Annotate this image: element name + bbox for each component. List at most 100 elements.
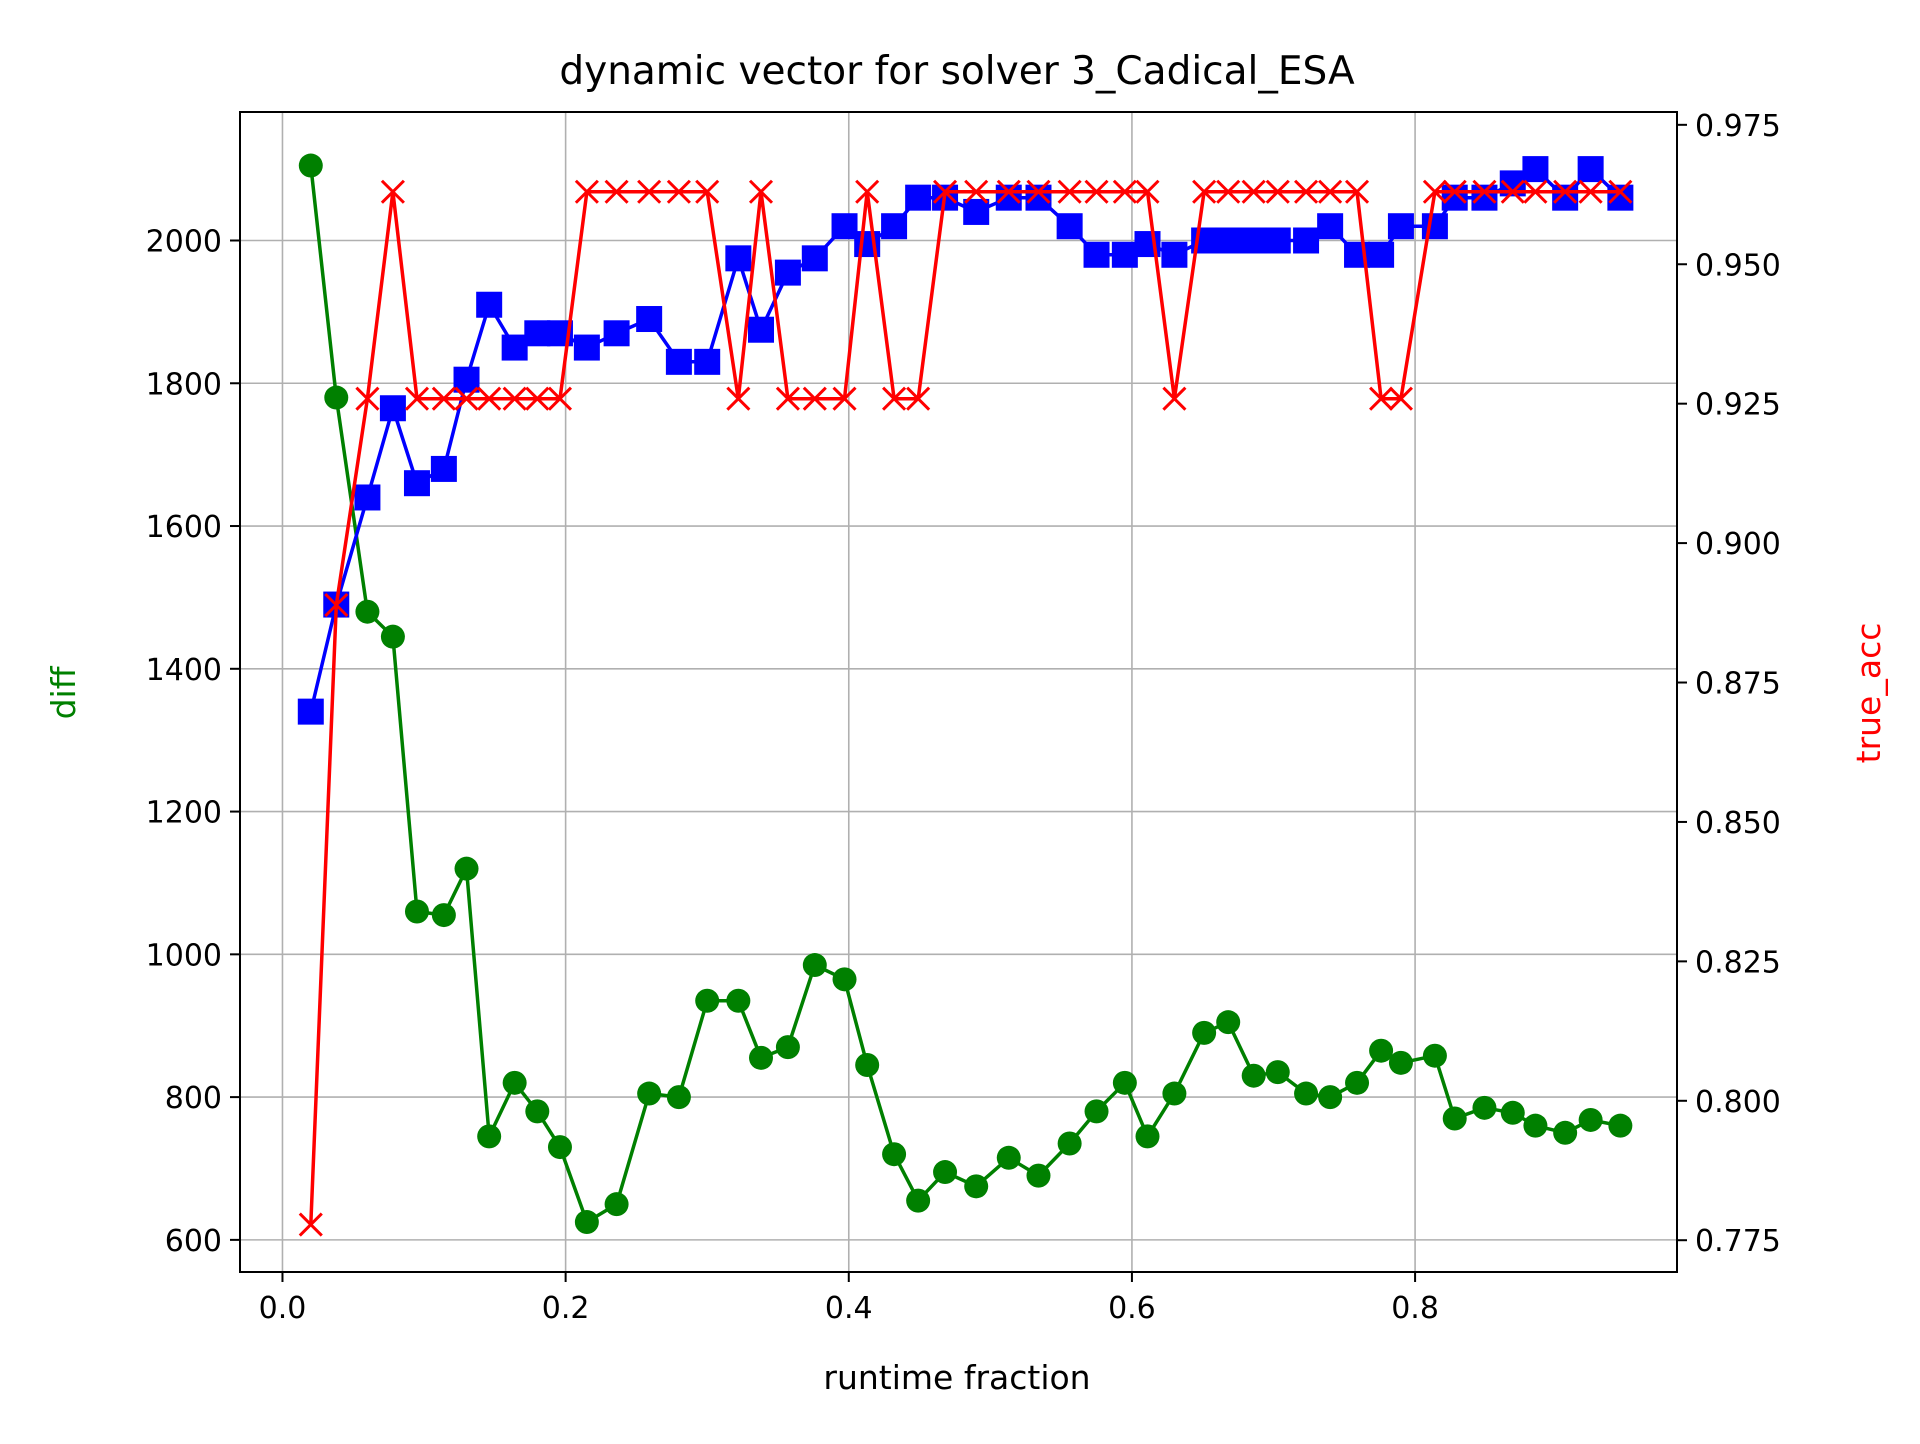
true-acc-point	[882, 386, 907, 411]
y-right-tick-label: 0.950	[1695, 248, 1781, 283]
y-left-tick-label: 1200	[146, 796, 222, 831]
chart-title: dynamic vector for solver 3_Cadical_ESA	[559, 49, 1355, 94]
blue-series-point	[1368, 241, 1395, 268]
diff-point	[1442, 1106, 1467, 1131]
true-acc-point	[477, 386, 502, 411]
diff-point	[1388, 1050, 1413, 1075]
true-acc-point	[547, 386, 573, 411]
x-tick-label: 0.2	[542, 1291, 590, 1326]
diff-point	[431, 903, 456, 928]
diff-point	[996, 1145, 1021, 1170]
plot-frame	[239, 111, 1678, 1273]
blue-series-point	[603, 320, 630, 347]
diff-point	[832, 967, 857, 992]
blue-series-point	[379, 395, 406, 422]
blue-series-point	[1083, 241, 1110, 268]
diff-point	[695, 988, 720, 1013]
true-acc-point	[525, 386, 550, 411]
blue-series-point	[403, 470, 430, 497]
blue-series-point	[694, 348, 721, 375]
blue-series-point	[354, 484, 381, 511]
blue-series-point	[1471, 184, 1498, 211]
diff-point	[1553, 1120, 1578, 1145]
diff-point	[1345, 1070, 1370, 1095]
diff-point	[525, 1099, 550, 1124]
true-acc-point	[1084, 179, 1109, 204]
series-line-true_acc	[309, 189, 1621, 1225]
diff-point	[1523, 1113, 1548, 1138]
x-tick-label: 0.4	[825, 1291, 873, 1326]
diff-point	[1500, 1100, 1525, 1125]
blue-series-point	[995, 184, 1022, 211]
axes: 0.0 0.2 0.4 0.6 0.8 600 800 1000 1200 1400 1600 180…	[146, 109, 1781, 1326]
true-acc-point	[1192, 179, 1217, 204]
true-acc-point	[1112, 179, 1137, 204]
y-right-tick-label: 0.925	[1695, 388, 1781, 423]
diff-point	[404, 899, 429, 924]
y-right-tick-label: 0.825	[1695, 945, 1781, 980]
y-right-tick-label: 0.900	[1695, 527, 1781, 562]
diff-point	[502, 1070, 527, 1095]
diff-point	[604, 1192, 629, 1217]
x-axis-label: runtime fraction	[823, 1358, 1090, 1397]
true-acc-point	[1162, 386, 1187, 411]
true-acc-point	[1472, 179, 1497, 204]
true-acc-point	[502, 386, 527, 411]
diff-point	[666, 1085, 691, 1110]
true-acc-point	[324, 592, 349, 618]
true-acc-point	[1388, 386, 1413, 411]
diff-point	[802, 953, 827, 978]
blue-series-point	[1421, 213, 1448, 240]
true-acc-point	[355, 386, 380, 411]
blue-series-point	[430, 455, 457, 482]
blue-series-point	[1552, 184, 1579, 211]
true-acc-point	[1294, 179, 1319, 204]
diff-point	[1135, 1124, 1160, 1149]
true-acc-point	[1500, 179, 1525, 204]
true-acc-point	[454, 386, 479, 411]
blue-series-point	[1441, 184, 1468, 211]
x-tick-label: 0.6	[1108, 1291, 1156, 1326]
diff-point	[1241, 1063, 1266, 1088]
blue-series-point	[1215, 227, 1242, 254]
true-acc-point	[1318, 179, 1343, 204]
blue-series-point	[1056, 213, 1083, 240]
blue-series-point	[1317, 213, 1344, 240]
diff-point	[1578, 1107, 1603, 1132]
blue-series-point	[801, 245, 828, 272]
diff-point	[1026, 1163, 1051, 1188]
true-acc-point	[1553, 179, 1578, 204]
blue-series-point	[1264, 227, 1291, 254]
blue-series-point	[1577, 156, 1604, 183]
true-acc-point	[1442, 179, 1467, 204]
diff-point	[1472, 1095, 1497, 1120]
true-acc-point	[1241, 179, 1266, 204]
diff-point	[1112, 1070, 1137, 1095]
true-acc-point	[855, 179, 880, 204]
x-tick-label: 0.0	[259, 1291, 307, 1326]
true-acc-point	[832, 386, 857, 411]
y-axis-left-label: diff	[44, 665, 83, 719]
true-acc-point	[604, 179, 629, 204]
diff-point	[882, 1142, 907, 1167]
true-acc-point	[431, 386, 456, 411]
diff-point	[380, 624, 405, 649]
diff-point	[547, 1135, 572, 1160]
true-acc-point	[1523, 179, 1548, 204]
true-acc-point	[404, 386, 430, 411]
diff-point	[324, 385, 349, 410]
blue-series-point	[881, 213, 908, 240]
blue-series-point	[665, 348, 692, 375]
true-acc-point	[1422, 179, 1447, 204]
blue-series-point	[831, 213, 858, 240]
diff-point	[1608, 1113, 1633, 1138]
y-left-tick-label: 800	[165, 1081, 222, 1116]
diff-point	[1162, 1081, 1187, 1106]
y-right-tick-label: 0.775	[1695, 1224, 1781, 1259]
blue-series-point	[476, 291, 503, 318]
blue-series-point	[1025, 184, 1052, 211]
true-acc-point	[1216, 179, 1241, 204]
